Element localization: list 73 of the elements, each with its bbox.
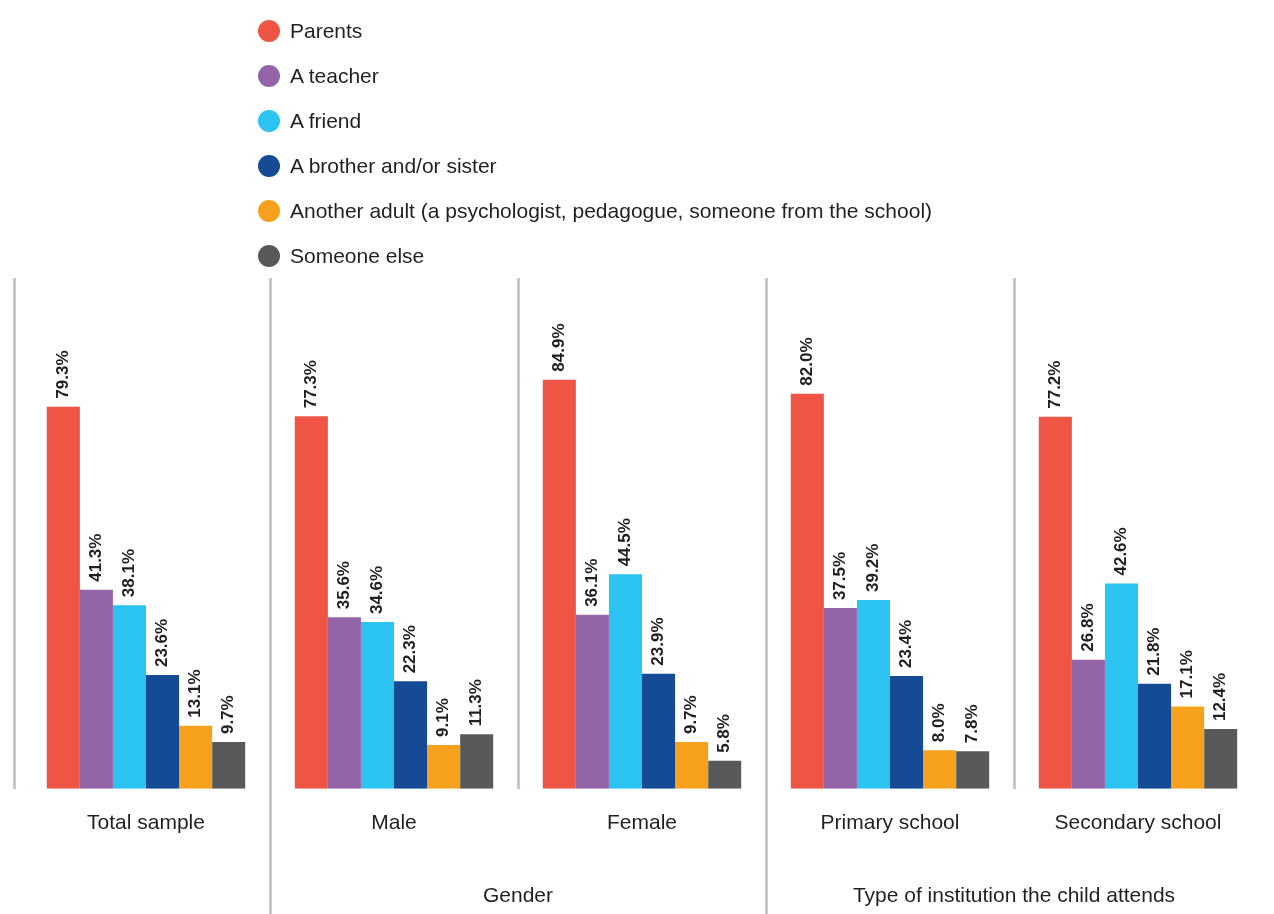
data-label: 38.1% bbox=[119, 549, 139, 598]
data-label: 42.6% bbox=[1111, 527, 1131, 576]
bar bbox=[923, 750, 957, 789]
data-label: 12.4% bbox=[1210, 672, 1230, 722]
data-label: 9.1% bbox=[433, 698, 453, 737]
bar bbox=[608, 574, 642, 789]
data-label: 77.2% bbox=[1045, 360, 1065, 409]
bar bbox=[1104, 583, 1138, 789]
x-tick-label: Female bbox=[606, 810, 678, 834]
data-label: 36.1% bbox=[582, 558, 602, 607]
bar bbox=[46, 406, 80, 789]
data-label: 44.5% bbox=[615, 518, 635, 567]
bar bbox=[112, 605, 146, 789]
data-label: 23.4% bbox=[896, 619, 916, 669]
data-label: 23.6% bbox=[152, 618, 172, 668]
legend-label: Parents bbox=[290, 18, 363, 43]
data-label: 77.3% bbox=[301, 360, 321, 409]
bar bbox=[427, 744, 461, 789]
bar bbox=[1204, 729, 1238, 789]
legend-label: Someone else bbox=[290, 243, 425, 268]
bar bbox=[79, 589, 113, 789]
data-label: 8.0% bbox=[929, 703, 949, 743]
data-label: 21.8% bbox=[1144, 627, 1164, 676]
bar bbox=[790, 393, 824, 789]
legend-label: A teacher bbox=[290, 63, 379, 88]
bar bbox=[642, 673, 676, 789]
bar bbox=[294, 416, 328, 789]
data-label: 39.2% bbox=[863, 543, 883, 592]
bar bbox=[394, 681, 428, 789]
bar bbox=[708, 760, 742, 789]
data-label: 9.7% bbox=[218, 695, 238, 735]
legend-label: A friend bbox=[290, 108, 362, 133]
data-label: 9.7% bbox=[681, 695, 701, 735]
legend-label: A brother and/or sister bbox=[290, 153, 497, 178]
text: Gender bbox=[482, 883, 554, 907]
x-tick-label: Male bbox=[371, 810, 417, 834]
data-label: 26.8% bbox=[1078, 603, 1098, 652]
x-tick-label: Secondary school bbox=[1054, 810, 1222, 834]
bar bbox=[675, 742, 709, 789]
data-label: 23.9% bbox=[648, 617, 668, 666]
data-label: 84.9% bbox=[549, 323, 569, 372]
bar bbox=[1038, 416, 1072, 789]
data-label: 41.3% bbox=[86, 533, 106, 582]
bar bbox=[575, 614, 609, 789]
bar bbox=[179, 725, 213, 789]
bar bbox=[327, 617, 361, 789]
bar bbox=[212, 742, 246, 789]
data-label: 11.3% bbox=[466, 679, 486, 727]
data-label: 13.1% bbox=[185, 669, 205, 718]
x-tick-label: Primary school bbox=[820, 810, 960, 834]
text: Type of institution the child attends bbox=[852, 883, 1176, 907]
bar bbox=[460, 734, 494, 789]
x-tick-label: Total sample bbox=[87, 810, 205, 834]
bar bbox=[956, 751, 990, 789]
data-label: 79.3% bbox=[53, 350, 73, 399]
bar bbox=[146, 675, 180, 789]
data-label: 5.8% bbox=[714, 714, 734, 753]
data-label: 37.5% bbox=[830, 551, 850, 601]
legend-label: Another adult (a psychologist, pedagogue, someone from the school) bbox=[290, 198, 933, 223]
bar bbox=[1138, 683, 1172, 789]
bar bbox=[890, 676, 924, 789]
bar bbox=[360, 622, 394, 789]
data-label: 17.1% bbox=[1177, 650, 1197, 699]
data-label: 35.6% bbox=[334, 561, 354, 610]
bar bbox=[1171, 706, 1205, 789]
bar bbox=[856, 599, 890, 789]
bar bbox=[823, 608, 857, 789]
data-label: 7.8% bbox=[962, 704, 982, 744]
data-label: 34.6% bbox=[367, 565, 387, 615]
bar bbox=[1071, 659, 1105, 789]
bar bbox=[542, 379, 576, 789]
data-label: 82.0% bbox=[797, 337, 817, 386]
data-label: 22.3% bbox=[400, 625, 420, 674]
